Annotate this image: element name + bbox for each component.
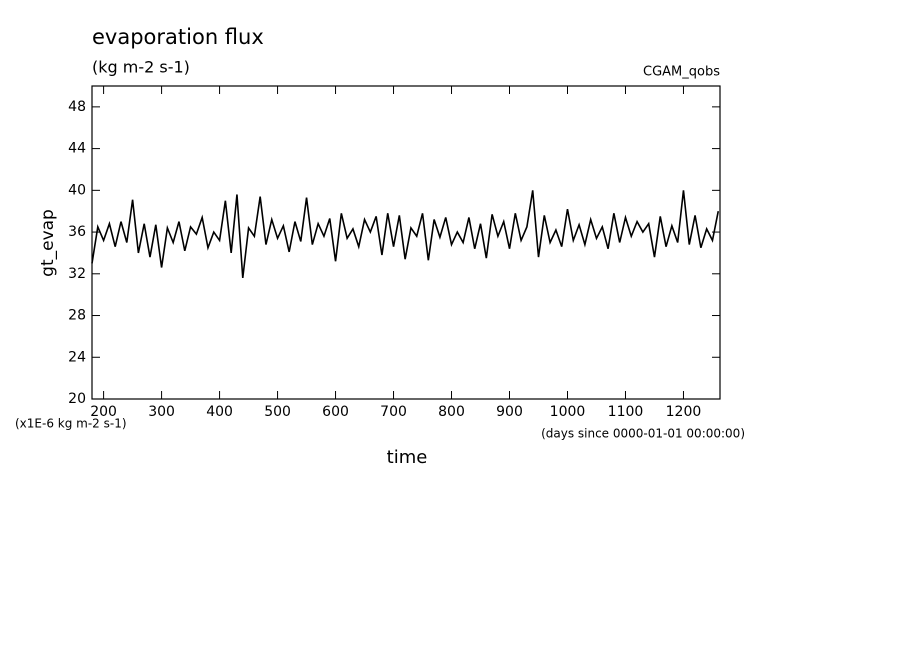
y-axis-label: gt_evap [38, 209, 58, 277]
x-tick-label: 500 [264, 404, 291, 420]
dataset-label: CGAM_qobs [643, 65, 720, 80]
data-line [91, 190, 720, 279]
x-tick-label: 700 [380, 404, 407, 420]
x-units-label: (days since 0000-01-01 00:00:00) [541, 427, 745, 441]
y-tick-label: 20 [68, 391, 86, 407]
chart-title: evaporation flux [92, 25, 264, 49]
y-tick-label: 36 [68, 224, 86, 240]
y-units-label: (x1E-6 kg m-2 s-1) [15, 417, 127, 431]
x-tick-label: 300 [148, 404, 175, 420]
y-tick-label: 28 [68, 308, 86, 324]
y-tick-label: 40 [68, 182, 86, 198]
x-tick-label: 1100 [608, 404, 644, 420]
x-tick-label: 600 [322, 404, 349, 420]
x-tick-label: 200 [90, 404, 117, 420]
y-tick-label: 32 [68, 266, 86, 282]
x-tick-label: 1200 [666, 404, 702, 420]
x-tick-label: 800 [438, 404, 465, 420]
y-tick-label: 44 [68, 141, 86, 157]
y-tick-label: 48 [68, 99, 86, 115]
plot-frame [91, 85, 721, 400]
x-tick-label: 900 [496, 404, 523, 420]
x-tick-label: 1000 [550, 404, 586, 420]
chart-subtitle: (kg m-2 s-1) [92, 58, 190, 77]
y-tick-label: 24 [68, 349, 86, 365]
x-tick-label: 400 [206, 404, 233, 420]
x-axis-label: time [387, 447, 428, 468]
